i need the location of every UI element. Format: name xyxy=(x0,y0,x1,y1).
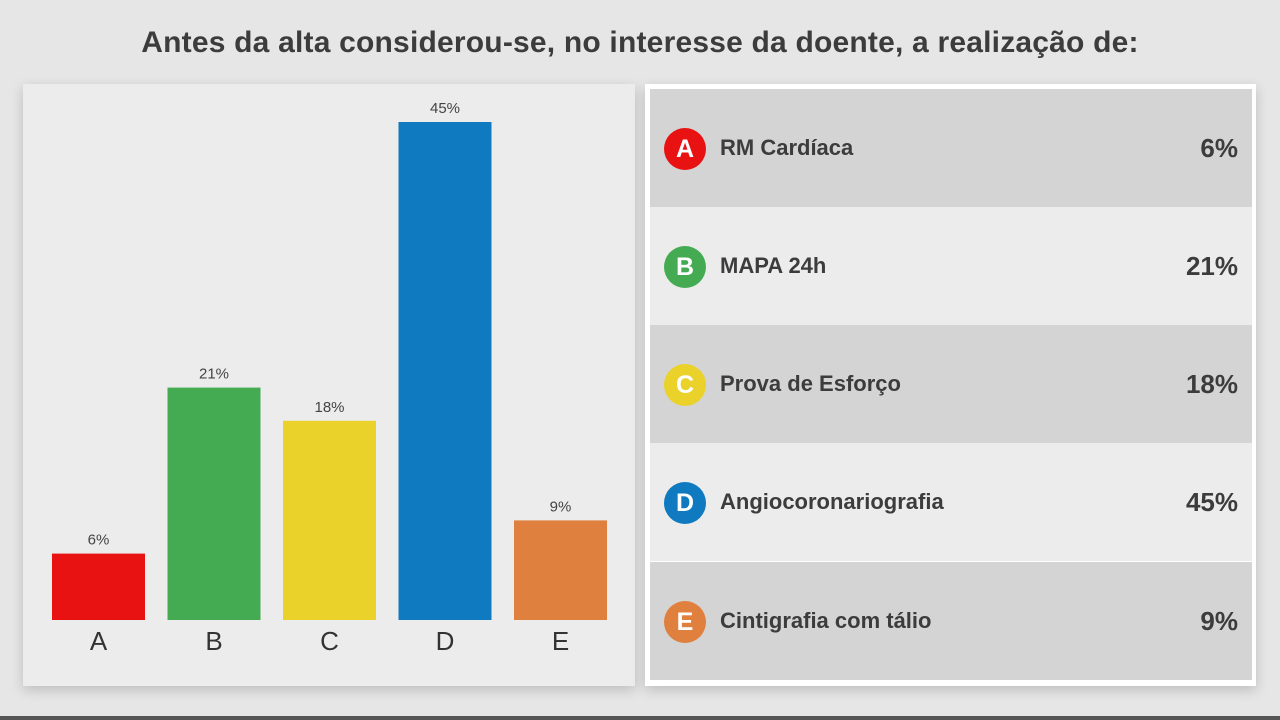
option-percent-a: 6% xyxy=(1200,133,1238,163)
option-text-c: Prova de Esforço xyxy=(720,371,901,396)
option-badge-d: D xyxy=(664,482,706,524)
bar-chart-panel: 6% A 21% B 18% C 45% D 9% E xyxy=(23,84,635,686)
option-percent-c: 18% xyxy=(1185,369,1238,399)
question-title: Antes da alta considerou-se, no interess… xyxy=(141,26,1139,59)
data-label-e: 9% xyxy=(550,498,572,515)
option-row-b[interactable]: B MAPA 24h 21% xyxy=(650,207,1252,325)
option-badge-e: E xyxy=(664,601,706,643)
bar-chart: 6% A 21% B 18% C 45% D 9% E xyxy=(52,100,607,656)
option-badge-a: A xyxy=(664,128,706,170)
category-label-c: C xyxy=(320,626,339,656)
category-label-b: B xyxy=(205,626,222,656)
option-row-c[interactable]: C Prova de Esforço 18% xyxy=(650,325,1252,443)
option-row-d[interactable]: D Angiocoronariografia 45% xyxy=(650,443,1252,561)
category-label-d: D xyxy=(436,626,455,656)
bar-b xyxy=(167,387,261,620)
option-percent-d: 45% xyxy=(1185,487,1238,517)
option-text-a: RM Cardíaca xyxy=(720,135,854,160)
option-row-a[interactable]: A RM Cardíaca 6% xyxy=(650,89,1252,207)
bar-c xyxy=(283,420,376,620)
category-label-a: A xyxy=(90,626,108,656)
option-row-e[interactable]: E Cintigrafia com tálio 9% xyxy=(650,562,1252,680)
option-percent-e: 9% xyxy=(1200,606,1238,636)
category-label-e: E xyxy=(552,626,569,656)
bar-a xyxy=(52,553,145,620)
option-badge-b: B xyxy=(664,246,706,288)
option-text-b: MAPA 24h xyxy=(720,253,827,278)
data-label-b: 21% xyxy=(199,366,229,383)
option-text-e: Cintigrafia com tálio xyxy=(720,608,932,633)
data-label-a: 6% xyxy=(88,532,110,549)
bar-e xyxy=(514,520,607,620)
options-list: A RM Cardíaca 6% B MAPA 24h 21% C Prova … xyxy=(645,84,1256,686)
bottom-divider xyxy=(0,716,1280,720)
data-label-d: 45% xyxy=(430,100,460,117)
data-label-c: 18% xyxy=(314,399,344,416)
bar-d xyxy=(398,122,492,620)
option-percent-b: 21% xyxy=(1185,251,1238,281)
option-text-d: Angiocoronariografia xyxy=(720,489,944,514)
option-badge-c: C xyxy=(664,364,706,406)
